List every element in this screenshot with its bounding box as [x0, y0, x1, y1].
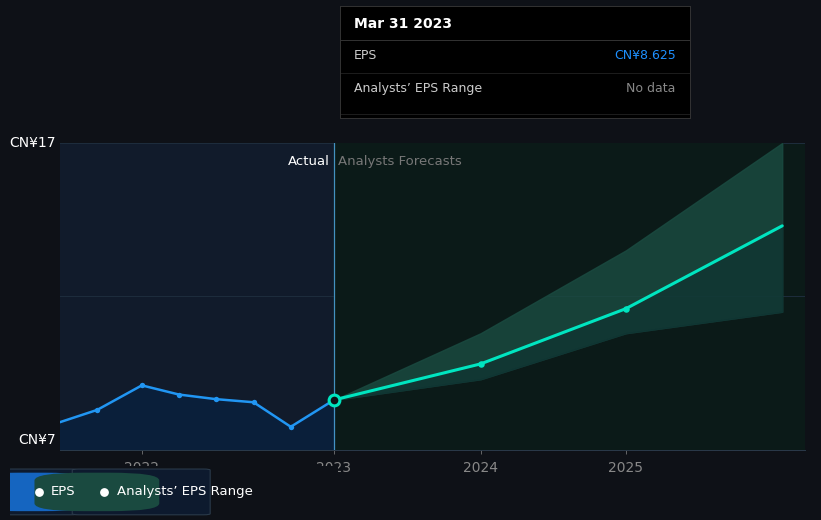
Text: No data: No data [626, 82, 676, 95]
Text: Mar 31 2023: Mar 31 2023 [354, 17, 452, 31]
Text: EPS: EPS [51, 486, 76, 498]
Text: CN¥17: CN¥17 [9, 136, 56, 150]
Point [209, 395, 222, 404]
Text: CN¥8.625: CN¥8.625 [614, 49, 676, 62]
Point [284, 423, 297, 431]
Text: EPS: EPS [354, 49, 378, 62]
Point [619, 305, 632, 313]
Text: Analysts Forecasts: Analysts Forecasts [337, 155, 461, 168]
Point [135, 381, 149, 389]
Text: Analysts’ EPS Range: Analysts’ EPS Range [117, 486, 252, 498]
Point [32, 488, 45, 496]
Point [474, 360, 487, 368]
Text: Analysts’ EPS Range: Analysts’ EPS Range [354, 82, 482, 95]
Point [90, 406, 103, 414]
FancyBboxPatch shape [72, 469, 210, 515]
Point [98, 488, 111, 496]
Bar [60, 143, 334, 450]
FancyBboxPatch shape [34, 473, 159, 511]
Bar [334, 143, 805, 450]
FancyBboxPatch shape [5, 469, 77, 515]
FancyBboxPatch shape [0, 473, 94, 511]
Point [172, 391, 186, 399]
Text: CN¥7: CN¥7 [18, 433, 56, 447]
Point [328, 396, 341, 404]
Point [247, 398, 260, 407]
Text: Actual: Actual [288, 155, 330, 168]
